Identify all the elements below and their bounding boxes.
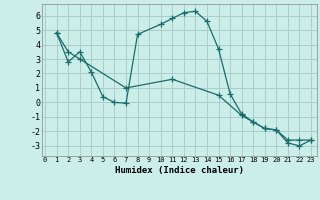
X-axis label: Humidex (Indice chaleur): Humidex (Indice chaleur) [115,166,244,175]
